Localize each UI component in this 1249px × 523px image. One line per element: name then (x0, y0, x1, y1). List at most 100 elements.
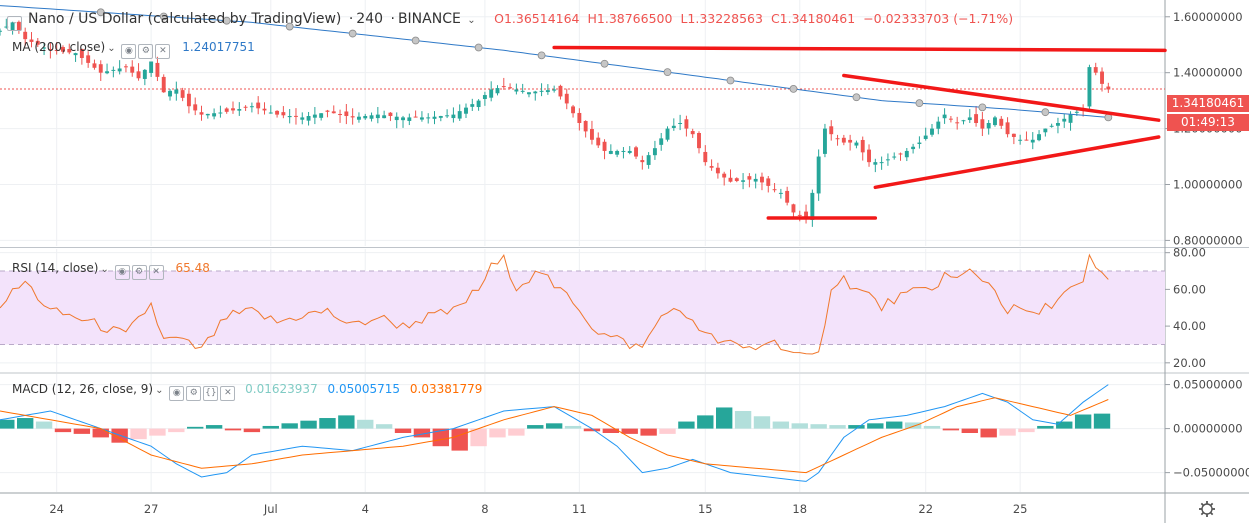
candle-body (860, 139, 865, 153)
macd-histogram-bar (1056, 421, 1073, 429)
candle-body (1037, 134, 1042, 141)
candle-body (1043, 128, 1048, 133)
candle-body (29, 39, 34, 42)
eye-icon[interactable]: ◉ (114, 265, 130, 280)
candle-body (810, 192, 815, 220)
rsi-line (0, 253, 1109, 355)
candle-body (652, 148, 657, 156)
settings-icon-tooth (1200, 502, 1205, 507)
macd-histogram-bar (394, 428, 412, 433)
macd-histogram-bar (281, 423, 298, 429)
x-tick-label: 25 (1013, 502, 1028, 516)
candle-body (854, 142, 859, 146)
candle-body (79, 48, 84, 59)
candle-body (363, 116, 368, 119)
candle-body (388, 112, 393, 117)
candle-body (86, 55, 91, 63)
macd-histogram-bar (942, 428, 960, 431)
candle-body (98, 64, 103, 73)
macd-histogram-bar (17, 418, 34, 429)
candle-body (520, 90, 525, 92)
candle-body (54, 49, 59, 52)
candle-body (829, 126, 834, 135)
macd-histogram-bar (1093, 413, 1111, 429)
chevron-down-icon[interactable]: ⌄ (467, 15, 476, 26)
candle-body (558, 85, 563, 97)
macd-histogram-bar (734, 410, 752, 429)
candle-body (123, 66, 128, 68)
chevron-down-icon[interactable]: ⌄ (100, 264, 109, 275)
ma-marker-dot (663, 68, 672, 77)
candle-body (199, 112, 204, 115)
chevron-down-icon[interactable]: ⌄ (107, 43, 116, 54)
macd-histogram-bar (1037, 425, 1054, 429)
settings-icon[interactable] (1199, 501, 1215, 517)
candle-body (212, 113, 217, 117)
y-tick-label: 1.40000000 (1173, 66, 1243, 80)
candle-body (1087, 67, 1092, 107)
macd-signal-line (0, 397, 1109, 474)
candle-body (111, 69, 116, 71)
braces-icon[interactable]: {} (203, 386, 219, 401)
chevron-down-icon[interactable]: ⌄ (155, 385, 164, 396)
ma-marker-dot (474, 43, 483, 52)
collapse-icon[interactable]: – (7, 16, 22, 31)
candle-body (804, 211, 809, 219)
ma-marker-dot (96, 8, 105, 17)
candle-body (407, 117, 412, 121)
candle-body (791, 204, 796, 213)
candle-body (778, 192, 783, 194)
macd-histogram-bar (262, 425, 279, 429)
trendline (552, 45, 1167, 53)
close-icon[interactable]: ✕ (155, 44, 171, 59)
macd-histogram-bar (168, 428, 185, 433)
candle-body (760, 176, 764, 183)
macd-histogram-bar (319, 418, 336, 429)
macd-histogram-bar (130, 428, 147, 440)
candle-body (747, 176, 752, 180)
y-tick-label: 80.00 (1173, 246, 1206, 260)
rsi-label: RSI (14, close) (12, 261, 99, 275)
candle-body (722, 173, 727, 178)
close-icon[interactable]: ✕ (220, 386, 236, 401)
candle-body (445, 115, 450, 117)
candle-body (224, 108, 229, 112)
chart-legend-header: – Nano / US Dollar (calculated by Trading… (7, 11, 1013, 31)
symbol-title: Nano / US Dollar (calculated by TradingV… (28, 11, 342, 27)
candle-body (489, 89, 494, 98)
candle-body (552, 89, 557, 91)
rsi-band (0, 271, 1165, 345)
candle-body (281, 112, 286, 116)
eye-icon[interactable]: ◉ (169, 386, 185, 401)
macd-signal-value: 0.03381779 (409, 382, 483, 396)
candle-body (911, 146, 916, 150)
x-tick-label: 15 (698, 502, 713, 516)
gear-icon[interactable]: ⚙ (131, 265, 147, 280)
candle-body (186, 93, 191, 107)
eye-icon[interactable]: ◉ (121, 44, 137, 59)
candle-body (495, 88, 500, 94)
candle-body (168, 90, 172, 97)
candle-body (331, 111, 336, 114)
macd-histogram-bar (564, 425, 582, 429)
candle-body (715, 167, 720, 174)
gear-icon[interactable]: ⚙ (186, 386, 202, 401)
gear-icon[interactable]: ⚙ (138, 44, 154, 59)
y-tick-label: 20.00 (1173, 356, 1206, 370)
candle-body (1100, 71, 1104, 84)
macd-histogram-bar (659, 428, 676, 434)
close-icon[interactable]: ✕ (148, 265, 164, 280)
high-value: H1.38766500 (587, 11, 673, 26)
candle-body (23, 31, 28, 40)
candle-body (1049, 125, 1054, 127)
candle-body (703, 151, 708, 163)
macd-histogram-bar (753, 416, 771, 429)
candle-body (92, 63, 97, 68)
x-tick-label: Jul (263, 502, 278, 516)
rsi-legend: RSI (14, close) ⌄ ◉ ⚙ ✕ 65.48 (12, 261, 210, 280)
ma-legend: MA (200, close) ⌄ ◉ ⚙ ✕ 1.24017751 (12, 40, 255, 59)
candle-body (344, 111, 349, 117)
macd-histogram-bar (300, 420, 317, 429)
ma-marker-dot (726, 76, 735, 85)
